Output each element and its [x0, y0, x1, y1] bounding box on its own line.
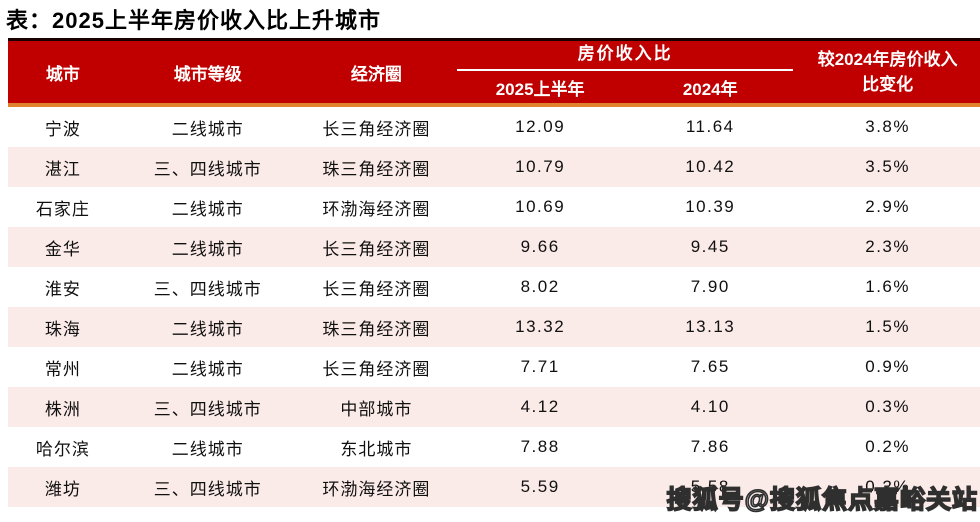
cell-tier: 三、四线城市 [153, 399, 262, 419]
cell-circle: 环渤海经济圈 [322, 479, 431, 499]
watermark: 搜狐号@搜狐焦点嘉峪关站 [666, 485, 978, 515]
cell-tier: 三、四线城市 [153, 159, 262, 179]
table-row: 珠海 二线城市 珠三角经济圈 13.32 13.13 1.5% [8, 307, 980, 347]
cell-change: 3.8% [865, 117, 910, 136]
cell-circle: 长三角经济圈 [322, 359, 431, 379]
cell-change: 2.3% [865, 237, 910, 256]
cell-change: 1.6% [865, 277, 910, 296]
table-row: 潍坊 三、四线城市 环渤海经济圈 5.59 5.58 0.2% [8, 467, 980, 507]
cell-ratio-2024: 7.65 [690, 357, 730, 376]
header-2024: 2024年 [682, 79, 738, 99]
header-circle: 经济圈 [350, 64, 402, 84]
cell-circle: 珠三角经济圈 [322, 159, 431, 179]
cell-city: 金华 [44, 239, 81, 259]
cell-change: 0.3% [865, 397, 910, 416]
cell-circle: 长三角经济圈 [322, 119, 431, 139]
cell-change: 0.2% [865, 437, 910, 456]
cell-ratio-2025: 7.88 [520, 437, 560, 456]
table-row: 湛江 三、四线城市 珠三角经济圈 10.79 10.42 3.5% [8, 147, 980, 187]
cell-change: 2.9% [865, 197, 910, 216]
cell-ratio-2024: 11.64 [685, 117, 735, 136]
cell-ratio-2025: 13.32 [515, 317, 566, 336]
cell-ratio-2024: 13.13 [685, 317, 736, 336]
cell-city: 潍坊 [44, 479, 81, 499]
header-change-line2: 比变化 [862, 75, 914, 94]
table-row: 常州 二线城市 长三角经济圈 7.71 7.65 0.9% [8, 347, 980, 387]
cell-circle: 珠三角经济圈 [322, 319, 431, 339]
cell-change: 0.9% [865, 357, 910, 376]
cell-ratio-2025: 10.79 [515, 157, 566, 176]
cell-ratio-2024: 9.45 [690, 237, 730, 256]
cell-ratio-2025: 5.59 [520, 477, 560, 496]
cell-ratio-2024: 10.39 [685, 197, 736, 216]
table-header: 城市 城市等级 经济圈 房价收入比 较2024年房价收入 比变化 2025上半年… [8, 38, 980, 107]
cell-change: 3.5% [865, 157, 910, 176]
cell-city: 株洲 [44, 399, 81, 419]
cell-circle: 长三角经济圈 [322, 239, 431, 259]
header-tier: 城市等级 [173, 64, 242, 84]
table-row: 金华 二线城市 长三角经济圈 9.66 9.45 2.3% [8, 227, 980, 267]
cell-tier: 二线城市 [171, 319, 244, 339]
cell-ratio-2024: 4.10 [690, 397, 730, 416]
cell-ratio-2024: 7.86 [690, 437, 730, 456]
cell-ratio-2025: 9.66 [520, 237, 560, 256]
header-2025h1: 2025上半年 [495, 79, 585, 99]
header-change-line1: 较2024年房价收入 [817, 49, 958, 69]
cell-circle: 东北城市 [340, 439, 413, 459]
cell-change: 0.2% [865, 477, 910, 496]
cell-circle: 长三角经济圈 [322, 279, 431, 299]
cell-city: 湛江 [44, 159, 81, 179]
table-row: 石家庄 二线城市 环渤海经济圈 10.69 10.39 2.9% [8, 187, 980, 227]
header-city: 城市 [45, 64, 80, 84]
data-table: 城市 城市等级 经济圈 房价收入比 较2024年房价收入 比变化 2025上半年… [8, 38, 980, 507]
cell-city: 宁波 [44, 119, 81, 139]
cell-change: 1.5% [865, 317, 910, 336]
cell-ratio-2024: 7.90 [690, 277, 730, 296]
cell-circle: 环渤海经济圈 [322, 199, 431, 219]
cell-tier: 二线城市 [171, 239, 244, 259]
cell-city: 淮安 [44, 279, 81, 299]
cell-ratio-2024: 5.58 [690, 477, 730, 496]
cell-ratio-2025: 7.71 [520, 357, 560, 376]
cell-ratio-2025: 8.02 [520, 277, 560, 296]
table-body: 宁波 二线城市 长三角经济圈 12.09 11.64 3.8% 湛江 三、四线城… [8, 107, 980, 507]
cell-city: 常州 [44, 359, 81, 379]
cell-tier: 三、四线城市 [153, 479, 262, 499]
table-row: 株洲 三、四线城市 中部城市 4.12 4.10 0.3% [8, 387, 980, 427]
header-ratio-group: 房价收入比 [457, 41, 794, 71]
cell-city: 珠海 [44, 319, 81, 339]
cell-city: 哈尔滨 [35, 439, 90, 459]
table-row: 宁波 二线城市 长三角经济圈 12.09 11.64 3.8% [8, 107, 980, 147]
table-row: 哈尔滨 二线城市 东北城市 7.88 7.86 0.2% [8, 427, 980, 467]
table-row: 淮安 三、四线城市 长三角经济圈 8.02 7.90 1.6% [8, 267, 980, 307]
cell-ratio-2024: 10.42 [685, 157, 736, 176]
cell-tier: 二线城市 [171, 199, 244, 219]
cell-ratio-2025: 10.69 [515, 197, 566, 216]
cell-city: 石家庄 [35, 199, 90, 219]
cell-circle: 中部城市 [340, 399, 413, 419]
cell-tier: 三、四线城市 [153, 279, 262, 299]
cell-tier: 二线城市 [171, 359, 244, 379]
cell-tier: 二线城市 [171, 119, 244, 139]
cell-ratio-2025: 12.09 [515, 117, 566, 136]
header-change: 较2024年房价收入 比变化 [795, 41, 980, 103]
cell-ratio-2025: 4.12 [520, 397, 560, 416]
cell-tier: 二线城市 [171, 439, 244, 459]
page-title: 表：2025上半年房价收入比上升城市 [6, 8, 381, 33]
